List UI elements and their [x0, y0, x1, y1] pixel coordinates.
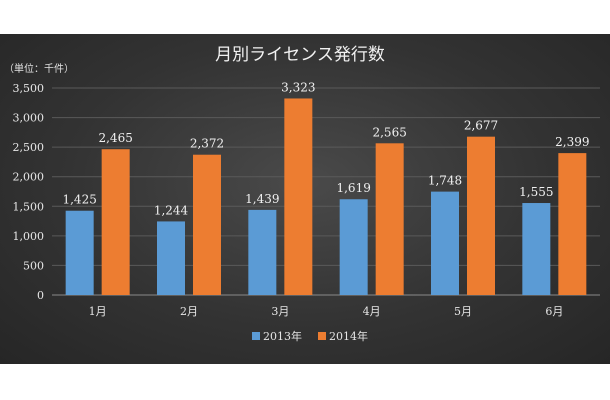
y-tick-label: 1,500 — [13, 200, 45, 213]
legend-swatch — [318, 332, 326, 340]
y-tick-label: 3,500 — [13, 82, 45, 95]
bar-2013年-5月 — [431, 191, 459, 295]
x-tick-label: 1月 — [89, 305, 107, 318]
y-tick-label: 0 — [37, 289, 44, 302]
data-label: 2,372 — [190, 137, 224, 151]
y-tick-label: 500 — [23, 259, 44, 272]
unit-label: （単位：千件） — [4, 62, 74, 75]
bar-2013年-4月 — [339, 199, 368, 295]
bar-2013年-6月 — [522, 203, 551, 295]
bar-2014年-2月 — [193, 154, 221, 295]
data-label: 1,425 — [62, 193, 96, 207]
data-label: 2,677 — [464, 119, 498, 133]
y-tick-label: 2,500 — [13, 141, 45, 154]
x-tick-label: 2月 — [180, 305, 198, 318]
data-label: 3,323 — [281, 80, 315, 94]
x-tick-label: 6月 — [545, 305, 563, 318]
y-tick-label: 2,000 — [13, 171, 45, 184]
y-tick-label: 1,000 — [13, 230, 45, 243]
data-label: 2,465 — [98, 131, 132, 145]
data-label: 2,565 — [372, 125, 406, 139]
chart-panel: 月別ライセンス発行数 （単位：千件） 0 500 1,000 1,500 2,000 2,… — [0, 34, 610, 364]
bar-2014年-1月 — [101, 149, 130, 295]
legend: 2013年 2014年 — [252, 329, 368, 343]
gridlines — [52, 87, 600, 296]
bar-2014年-5月 — [467, 136, 495, 295]
legend-label: 2013年 — [263, 329, 302, 343]
bar-2013年-3月 — [248, 209, 277, 295]
legend-label: 2014年 — [329, 329, 368, 343]
data-label: 2,399 — [555, 135, 589, 149]
bar-2014年-6月 — [558, 153, 587, 295]
bar-2013年-2月 — [157, 221, 185, 295]
data-label: 1,748 — [428, 174, 462, 188]
data-label: 1,619 — [336, 181, 370, 195]
bar-chart: 月別ライセンス発行数 （単位：千件） 0 500 1,000 1,500 2,000 2,… — [4, 45, 600, 343]
x-tick-label: 4月 — [363, 305, 381, 318]
x-axis-ticks: 1月 2月 3月 4月 5月 6月 — [89, 305, 564, 318]
data-label: 1,439 — [245, 192, 279, 206]
x-tick-label: 3月 — [271, 305, 289, 318]
bar-2014年-3月 — [284, 98, 313, 295]
bars — [65, 98, 587, 295]
data-label: 1,244 — [154, 203, 189, 217]
chart-title: 月別ライセンス発行数 — [215, 45, 385, 65]
x-tick-label: 5月 — [454, 305, 472, 318]
legend-swatch — [252, 332, 260, 340]
data-labels: 1,425 2,465 1,244 2,372 1,439 3,323 1,619 2,565… — [62, 80, 589, 217]
y-tick-label: 3,000 — [13, 112, 45, 125]
y-axis-ticks: 0 500 1,000 1,500 2,000 2,500 3,000 3,500 — [13, 82, 45, 302]
data-label: 1,555 — [519, 185, 553, 199]
bar-2014年-4月 — [375, 143, 404, 295]
bar-2013年-1月 — [65, 210, 94, 295]
